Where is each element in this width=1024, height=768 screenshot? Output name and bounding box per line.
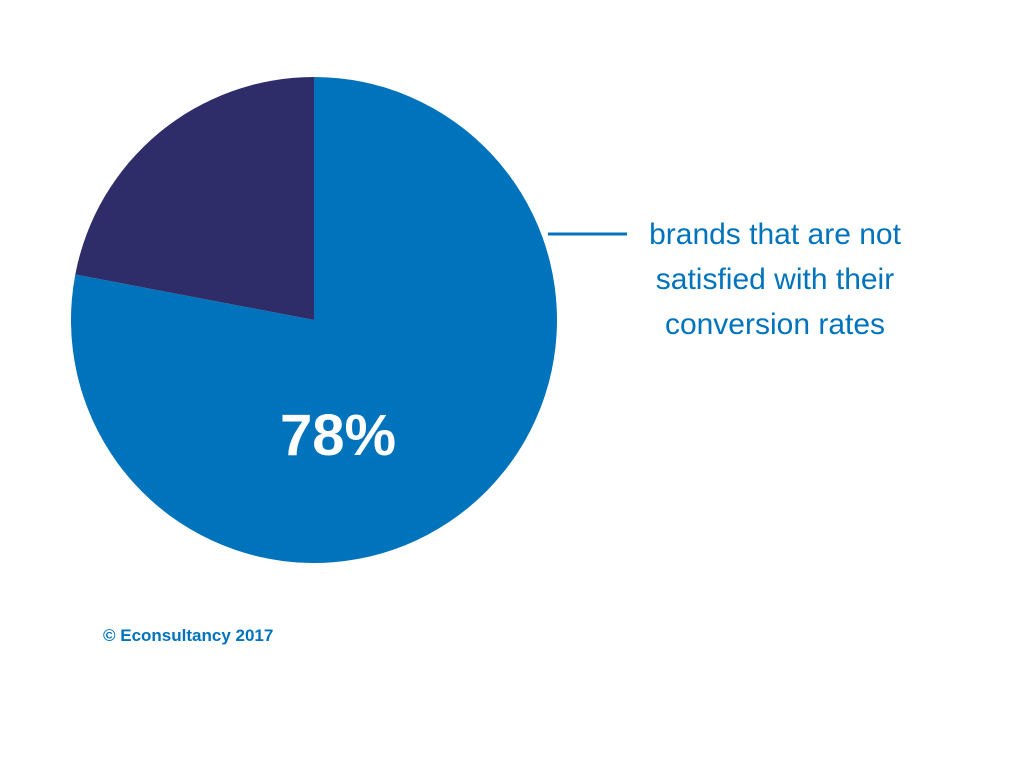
copyright-text: © Econsultancy 2017 (103, 626, 273, 646)
annotation-line-1: brands that are not (610, 212, 940, 257)
pie-slices (71, 77, 557, 563)
slice-label-78: 78% (280, 403, 396, 468)
annotation-text: brands that are not satisfied with their… (610, 212, 940, 347)
annotation-line-2: satisfied with their (610, 257, 940, 302)
annotation-line-3: conversion rates (610, 302, 940, 347)
